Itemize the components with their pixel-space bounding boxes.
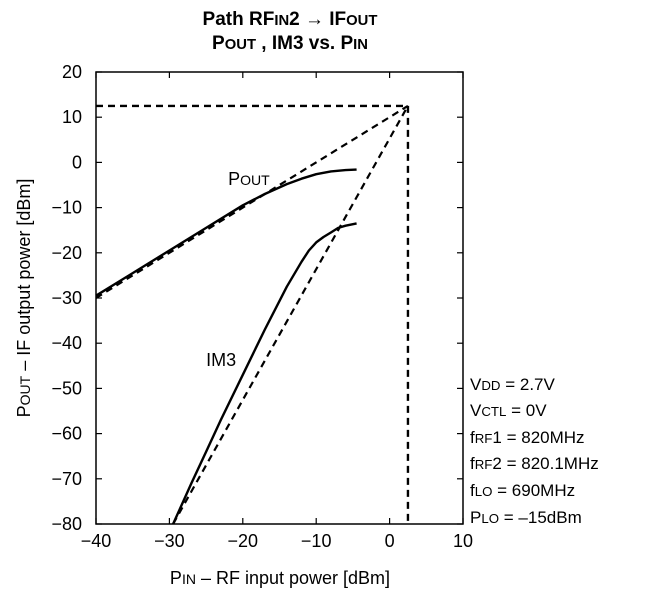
series-label-pout: POUT: [228, 169, 270, 189]
series-layer: [95, 104, 410, 525]
y-tick-label: −60: [51, 424, 82, 444]
x-tick-label: −40: [81, 531, 112, 551]
condition-frf2: fRF2 = 820.1MHz: [470, 454, 599, 473]
series-line-1: [172, 222, 357, 525]
series-label-im3: IM3: [206, 350, 236, 370]
x-tick-label: −20: [228, 531, 259, 551]
conditions-legend: VDD = 2.7V VCTL = 0V fRF1 = 820MHz fRF2 …: [470, 375, 599, 527]
y-tick-label: 20: [62, 62, 82, 82]
axis-ticks: −40 −30 −20 −10 0 10 −80 −70 −60 −50 −40 −30 −20 −10 0…: [51, 62, 473, 551]
condition-plo: PLO = –15dBm: [470, 508, 582, 527]
y-tick-label: −10: [51, 198, 82, 218]
x-tick-label: 10: [453, 531, 473, 551]
y-tick-label: 0: [72, 152, 82, 172]
series-line-3: [172, 105, 409, 525]
series-line-2: [95, 104, 409, 299]
y-tick-label: −80: [51, 514, 82, 534]
y-tick-label: −50: [51, 378, 82, 398]
condition-vdd: VDD = 2.7V: [470, 375, 555, 394]
y-tick-label: −20: [51, 243, 82, 263]
y-tick-label: −70: [51, 469, 82, 489]
y-axis-label: POUT – IF output power [dBm]: [14, 179, 34, 418]
chart-title-line2: POUT , IM3 vs. PIN: [212, 33, 368, 54]
y-tick-label: −40: [51, 333, 82, 353]
condition-frf1: fRF1 = 820MHz: [470, 428, 585, 447]
series-line-0: [95, 168, 357, 297]
chart-title-line1: Path RFIN2 → IFOUT: [203, 9, 378, 30]
y-tick-label: −30: [51, 288, 82, 308]
x-axis-label: PIN – RF input power [dBm]: [170, 568, 390, 588]
y-tick-label: 10: [62, 107, 82, 127]
condition-flo: fLO = 690MHz: [470, 481, 575, 500]
x-tick-label: 0: [385, 531, 395, 551]
x-tick-label: −10: [301, 531, 332, 551]
x-tick-label: −30: [154, 531, 185, 551]
condition-vctl: VCTL = 0V: [470, 401, 547, 420]
